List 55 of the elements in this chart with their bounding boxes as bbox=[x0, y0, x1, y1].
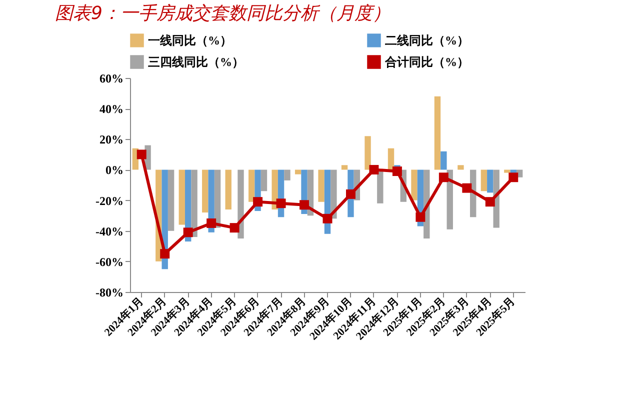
bar bbox=[411, 170, 418, 200]
point bbox=[438, 172, 448, 182]
legend-label: 一线同比（%） bbox=[148, 33, 232, 48]
y-tick-label: 40% bbox=[100, 102, 124, 116]
y-tick-label: 0% bbox=[106, 163, 124, 178]
point bbox=[462, 183, 472, 193]
bar bbox=[248, 170, 255, 202]
point bbox=[508, 172, 518, 182]
bar bbox=[487, 170, 494, 193]
bar bbox=[440, 151, 447, 170]
y-tick-label: 60% bbox=[100, 72, 124, 86]
point bbox=[485, 197, 495, 207]
y-tick-label: -80% bbox=[96, 286, 124, 300]
bar bbox=[294, 170, 302, 174]
legend-label: 二线同比（%） bbox=[385, 33, 469, 48]
bar bbox=[377, 170, 384, 204]
legend-label: 三四线同比（%） bbox=[148, 55, 244, 69]
bar bbox=[284, 170, 290, 180]
bar bbox=[318, 170, 324, 202]
bar bbox=[364, 136, 371, 170]
point bbox=[230, 223, 240, 233]
point bbox=[136, 150, 146, 160]
bar bbox=[458, 165, 464, 170]
y-tick-label: -60% bbox=[96, 254, 124, 269]
point bbox=[300, 200, 310, 210]
point bbox=[206, 218, 216, 228]
bar bbox=[341, 165, 348, 170]
bar bbox=[168, 170, 174, 231]
point bbox=[253, 197, 263, 207]
point bbox=[276, 198, 286, 208]
bar bbox=[202, 170, 208, 213]
bar bbox=[191, 170, 198, 237]
bar bbox=[446, 170, 453, 230]
point bbox=[183, 228, 193, 238]
y-tick-label: 20% bbox=[100, 132, 124, 147]
bar bbox=[504, 170, 510, 173]
chart-title: 图表9：一手房成交套数同比分析（月度） bbox=[55, 3, 390, 24]
bar bbox=[388, 148, 394, 170]
bar bbox=[225, 170, 232, 210]
point bbox=[322, 214, 332, 224]
bar bbox=[178, 170, 185, 225]
bar bbox=[214, 170, 221, 228]
point bbox=[416, 212, 426, 222]
point bbox=[346, 189, 356, 199]
point bbox=[160, 249, 170, 259]
bar bbox=[330, 170, 337, 219]
point bbox=[392, 166, 402, 176]
y-tick-label: -20% bbox=[96, 194, 124, 208]
y-tick-label: -40% bbox=[96, 224, 124, 238]
point bbox=[369, 164, 379, 174]
bar bbox=[238, 170, 244, 238]
bar bbox=[434, 96, 441, 170]
bar bbox=[260, 170, 268, 192]
legend-label: 合计同比（%） bbox=[384, 55, 469, 69]
bar bbox=[480, 170, 488, 192]
